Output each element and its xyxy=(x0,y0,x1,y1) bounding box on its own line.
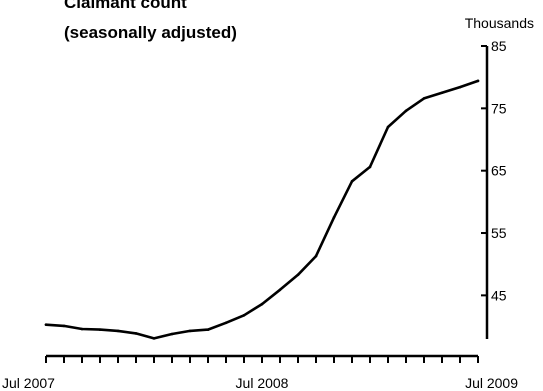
y-tick-label-45: 45 xyxy=(491,287,507,303)
data-point-11 xyxy=(242,314,246,317)
data-point-4 xyxy=(116,329,120,333)
data-point-6 xyxy=(152,337,156,340)
chart-subtitle: (seasonally adjusted) xyxy=(64,23,237,42)
data-point-24 xyxy=(476,79,480,83)
data-point-8 xyxy=(188,329,192,333)
data-point-17 xyxy=(350,179,354,183)
data-point-20 xyxy=(404,109,408,113)
data-point-1 xyxy=(62,324,66,328)
data-point-9 xyxy=(206,328,210,331)
data-point-22 xyxy=(440,91,444,95)
series-line-claimant-count xyxy=(44,79,480,340)
data-point-15 xyxy=(314,254,318,258)
x-tick-label-jul-2009: Jul 2009 xyxy=(465,375,518,391)
data-point-10 xyxy=(224,321,228,325)
y-axis: 45 55 65 75 85 xyxy=(481,38,507,339)
y-tick-label-75: 75 xyxy=(491,100,507,116)
y-tick-label-55: 55 xyxy=(491,225,507,241)
y-axis-unit-label: Thousands xyxy=(465,15,534,31)
x-tick-label-jul-2008: Jul 2008 xyxy=(236,375,289,391)
data-point-2 xyxy=(80,327,84,331)
data-point-18 xyxy=(368,165,372,169)
y-tick-label-85: 85 xyxy=(491,38,507,54)
data-point-5 xyxy=(134,332,138,335)
data-point-21 xyxy=(422,97,426,100)
data-point-7 xyxy=(170,332,174,336)
data-point-23 xyxy=(458,85,462,89)
data-point-19 xyxy=(386,125,390,129)
data-point-16 xyxy=(332,216,336,219)
chart-title: Claimant count xyxy=(64,0,187,12)
y-tick-label-65: 65 xyxy=(491,163,507,179)
data-point-13 xyxy=(278,288,282,292)
x-tick-label-jul-2007: Jul 2007 xyxy=(2,375,55,391)
x-axis: Jul 2007 Jul 2008 Jul 2009 xyxy=(2,354,518,391)
data-point-0 xyxy=(44,323,48,326)
data-point-14 xyxy=(296,273,300,277)
data-point-3 xyxy=(98,328,102,331)
series-group xyxy=(44,79,480,340)
data-point-12 xyxy=(260,302,264,306)
